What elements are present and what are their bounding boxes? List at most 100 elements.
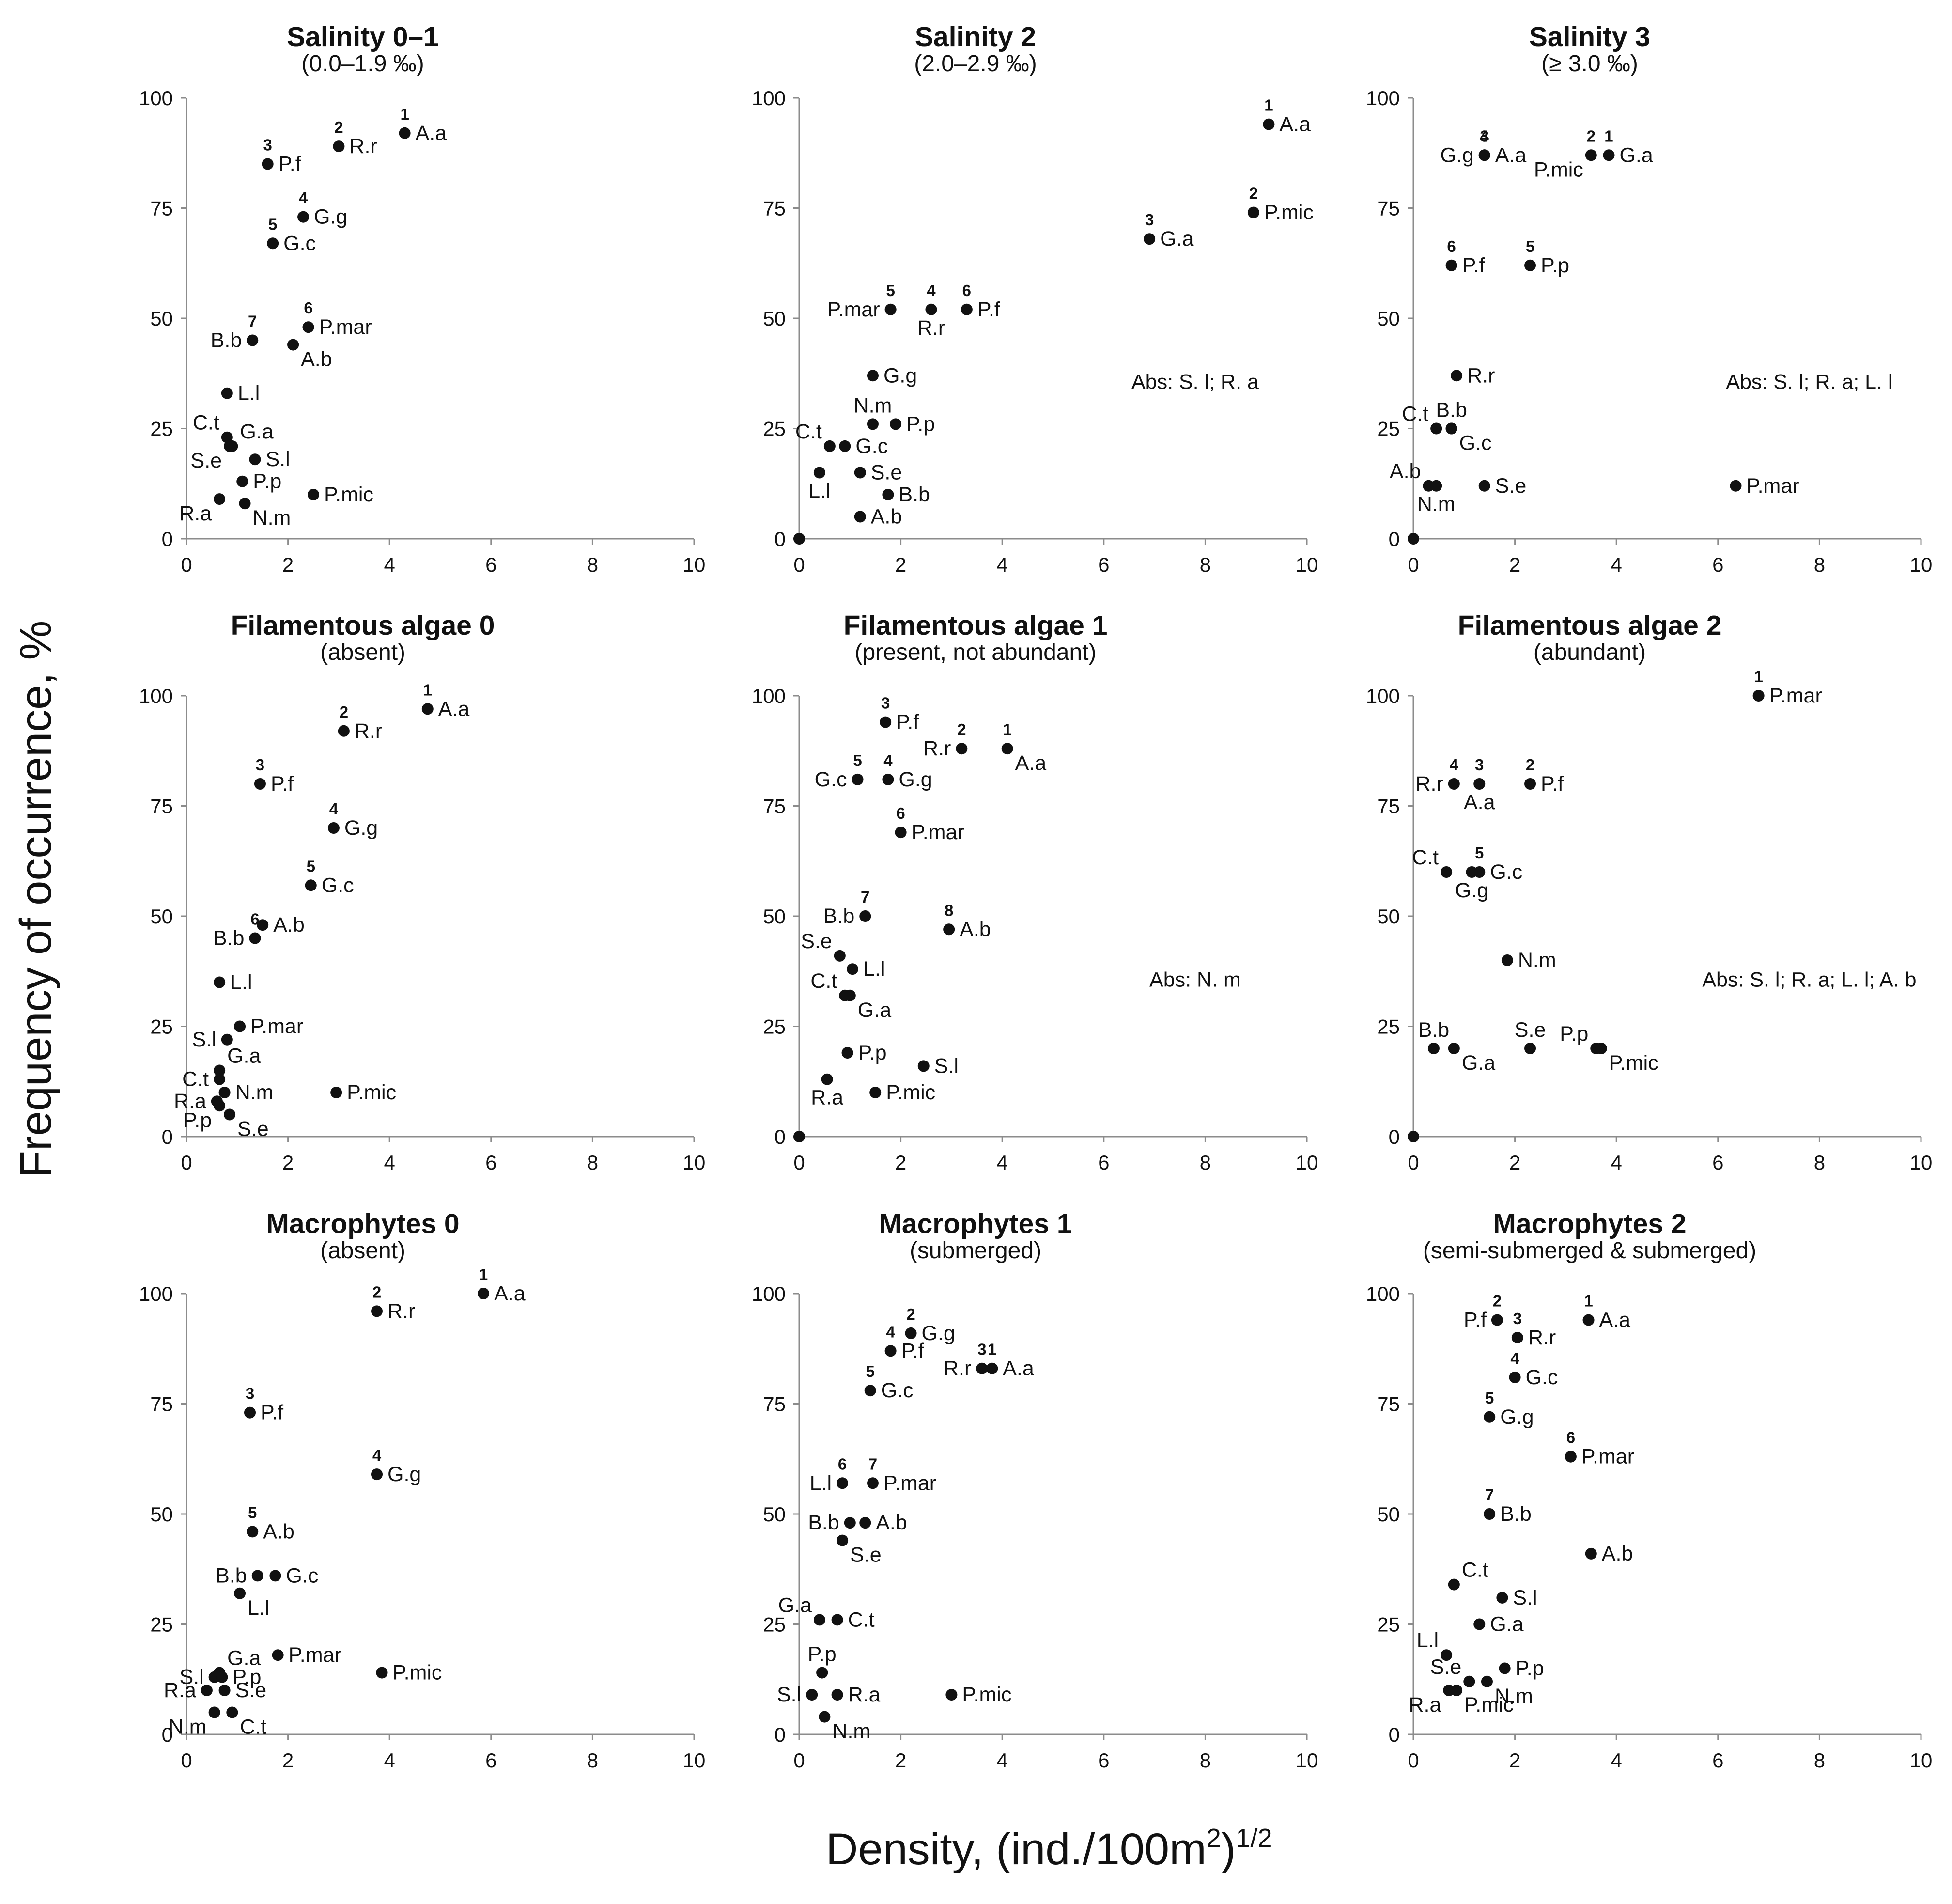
species-label: A.a — [1003, 1357, 1034, 1380]
data-point — [1511, 1332, 1523, 1343]
species-label: P.p — [1516, 1657, 1544, 1680]
data-point — [813, 1614, 825, 1626]
x-tick-label: 10 — [1296, 1151, 1318, 1174]
data-point — [247, 334, 259, 346]
panel-subtitle: (submerged) — [910, 1238, 1041, 1264]
species-label: P.mic — [1534, 158, 1583, 181]
data-point — [867, 370, 879, 382]
rank-label: 1 — [400, 105, 409, 123]
scatter-panel: Salinity 0–1(0.0–1.9 ‰)0 2 4 6 8 100255075100… — [139, 21, 705, 576]
data-point — [880, 716, 892, 728]
y-tick-label: 100 — [752, 87, 786, 109]
species-label: A.a — [1495, 143, 1527, 167]
panel-title: Macrophytes 0 — [266, 1208, 459, 1239]
data-point — [1509, 1371, 1521, 1383]
data-point — [882, 489, 894, 500]
species-label: G.c — [1526, 1366, 1558, 1389]
species-label: S.e — [191, 449, 222, 472]
data-point — [1001, 743, 1013, 755]
panels-container: Salinity 0–1(0.0–1.9 ‰)0 2 4 6 8 100255075100… — [139, 21, 1932, 1772]
species-label: L.l — [230, 971, 252, 994]
rank-label: 2 — [906, 1305, 915, 1323]
data-point — [1247, 206, 1259, 218]
data-point — [925, 303, 937, 315]
rank-label: 1 — [423, 681, 432, 699]
x-tick-label: 10 — [1910, 553, 1933, 576]
x-tick-label: 6 — [485, 1151, 496, 1174]
data-point — [234, 1020, 246, 1032]
species-label: S.l — [179, 1666, 203, 1689]
rank-label: 2 — [340, 703, 348, 721]
rank-label: 6 — [896, 804, 905, 822]
species-label: L.l — [1417, 1629, 1439, 1652]
y-tick-label: 100 — [1366, 685, 1400, 707]
species-label: R.a — [1409, 1693, 1441, 1717]
y-tick-label: 75 — [763, 1393, 786, 1416]
panel-subtitle: (present, not abundant) — [854, 640, 1096, 665]
x-axis-label-close: ) — [1221, 1825, 1236, 1874]
panel-subtitle: (abundant) — [1534, 640, 1646, 665]
x-tick-label: 0 — [793, 1151, 805, 1174]
species-label: G.a — [227, 1647, 261, 1670]
data-point — [1752, 690, 1765, 702]
y-tick-label: 50 — [763, 307, 786, 330]
species-label: N.m — [1495, 1685, 1533, 1708]
species-label: P.mic — [1464, 1693, 1514, 1717]
species-label: P.mar — [1581, 1445, 1634, 1468]
rank-label: 6 — [1566, 1429, 1575, 1447]
species-label: A.b — [301, 348, 332, 371]
data-point — [831, 1689, 843, 1701]
rank-label: 3 — [1480, 127, 1489, 145]
y-tick-label: 0 — [1389, 1723, 1400, 1746]
data-point — [1524, 259, 1536, 271]
data-point — [399, 127, 411, 139]
data-point — [884, 303, 897, 315]
data-point — [905, 1327, 917, 1339]
rank-label: 3 — [256, 756, 264, 774]
data-point — [956, 743, 968, 755]
data-point — [945, 1689, 958, 1701]
species-label: A.b — [960, 918, 991, 941]
species-label: G.c — [881, 1379, 914, 1402]
rank-label: 2 — [1587, 127, 1596, 145]
x-tick-label: 10 — [1910, 1151, 1933, 1174]
data-point — [1408, 533, 1419, 545]
x-tick-label: 8 — [1814, 1749, 1825, 1772]
rank-label: 3 — [1475, 756, 1484, 774]
rank-label: 4 — [1510, 1349, 1519, 1367]
y-axis-global-label: Frequency of occurrence, % — [11, 621, 61, 1178]
species-label: S.e — [1430, 1655, 1462, 1679]
x-tick-label: 10 — [683, 553, 706, 576]
y-tick-label: 75 — [1377, 795, 1400, 818]
species-label: B.b — [808, 1511, 839, 1534]
scatter-panel: Macrophytes 2(semi-submerged & submerged… — [1366, 1208, 1932, 1772]
data-point — [239, 498, 251, 510]
species-label: G.a — [1619, 143, 1653, 167]
y-tick-label: 25 — [1377, 1015, 1400, 1038]
y-tick-label: 50 — [763, 905, 786, 928]
x-tick-label: 10 — [1296, 553, 1318, 576]
x-tick-label: 4 — [997, 553, 1008, 576]
data-point — [224, 1108, 236, 1121]
species-label: P.f — [1541, 772, 1564, 796]
data-point — [1582, 1314, 1595, 1326]
panel-subtitle: (≥ 3.0 ‰) — [1541, 51, 1638, 77]
species-label: R.a — [811, 1086, 843, 1109]
data-point — [308, 489, 319, 500]
rank-label: 2 — [334, 118, 343, 136]
species-label: R.a — [179, 502, 212, 525]
species-label: G.c — [322, 874, 354, 897]
species-label: P.mar — [883, 1471, 936, 1495]
data-point — [1565, 1451, 1577, 1463]
data-point — [859, 910, 871, 922]
y-tick-label: 25 — [1377, 418, 1400, 440]
x-tick-label: 4 — [1611, 1749, 1622, 1772]
data-point — [1730, 480, 1742, 492]
x-tick-label: 2 — [1509, 553, 1520, 576]
x-tick-label: 4 — [997, 1749, 1008, 1772]
data-point — [852, 773, 864, 785]
data-point — [1585, 1547, 1597, 1560]
x-tick-label: 6 — [1098, 1749, 1109, 1772]
species-label: S.e — [1495, 474, 1527, 498]
